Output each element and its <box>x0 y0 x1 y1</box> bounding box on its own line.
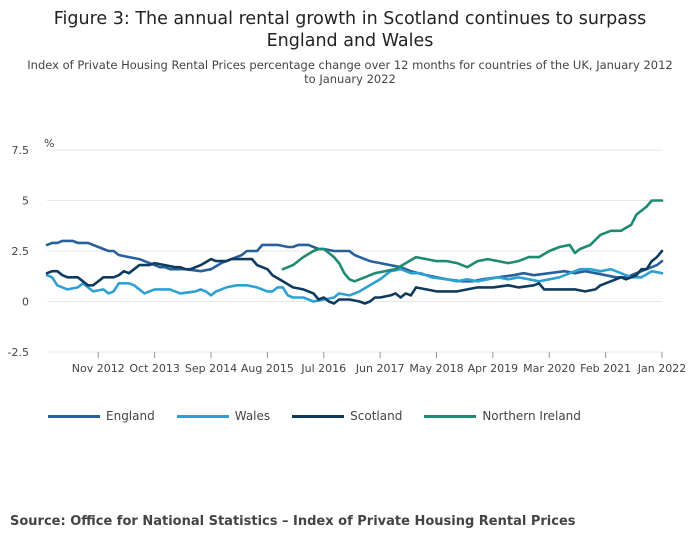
legend-item-wales: Wales <box>176 409 271 423</box>
legend-swatch <box>176 414 229 418</box>
y-tick-label: -2.5 <box>8 346 29 359</box>
x-tick-label: Mar 2020 <box>523 362 575 375</box>
x-tick-label: Apr 2019 <box>468 362 519 375</box>
x-tick-label: May 2018 <box>409 362 463 375</box>
legend-swatch <box>292 414 345 418</box>
x-tick-label: Jun 2017 <box>355 362 405 375</box>
y-axis-unit-label: % <box>44 137 54 150</box>
series-line-northern-ireland <box>281 199 664 283</box>
legend-swatch <box>424 414 477 418</box>
y-tick-label: 0 <box>22 296 29 309</box>
legend: England Wales Scotland Northern Ireland <box>48 409 603 423</box>
legend-label: Northern Ireland <box>482 409 581 423</box>
legend-item-scotland: Scotland <box>292 409 402 423</box>
legend-item-england: England <box>48 409 155 423</box>
x-tick-label: Jan 2022 <box>637 362 686 375</box>
x-tick-label: Oct 2013 <box>129 362 180 375</box>
source-note: Source: Office for National Statistics –… <box>10 514 576 529</box>
x-axis: Nov 2012 Oct 2013 Sep 2014 Aug 2015 Jul 2016… <box>72 352 686 375</box>
line-chart: Nov 2012 Oct 2013 Sep 2014 Aug 2015 Jul 2016… <box>8 137 687 375</box>
legend-label: England <box>106 409 155 423</box>
y-tick-label: 2.5 <box>12 245 30 258</box>
x-tick-label: Sep 2014 <box>185 362 237 375</box>
x-tick-label: Feb 2021 <box>580 362 631 375</box>
chart-subtitle: Index of Private Housing Rental Prices p… <box>27 58 673 86</box>
series-line-england <box>45 239 664 283</box>
legend-item-northern-ireland: Northern Ireland <box>424 409 581 423</box>
legend-swatch <box>48 414 100 418</box>
chart-title: Figure 3: The annual rental growth in Sc… <box>53 9 647 51</box>
y-axis: -2.5 0 2.5 5 7.5 <box>8 144 29 359</box>
y-tick-label: 7.5 <box>12 144 30 157</box>
series-line-wales <box>45 267 664 303</box>
legend-label: Wales <box>234 409 271 423</box>
series-line-scotland <box>45 249 664 305</box>
series-lines <box>45 199 664 305</box>
y-tick-label: 5 <box>22 195 29 208</box>
x-tick-label: Jul 2016 <box>300 362 346 375</box>
legend-label: Scotland <box>350 409 403 423</box>
grid <box>47 149 662 353</box>
x-tick-label: Nov 2012 <box>72 362 125 375</box>
x-tick-label: Aug 2015 <box>241 362 294 375</box>
